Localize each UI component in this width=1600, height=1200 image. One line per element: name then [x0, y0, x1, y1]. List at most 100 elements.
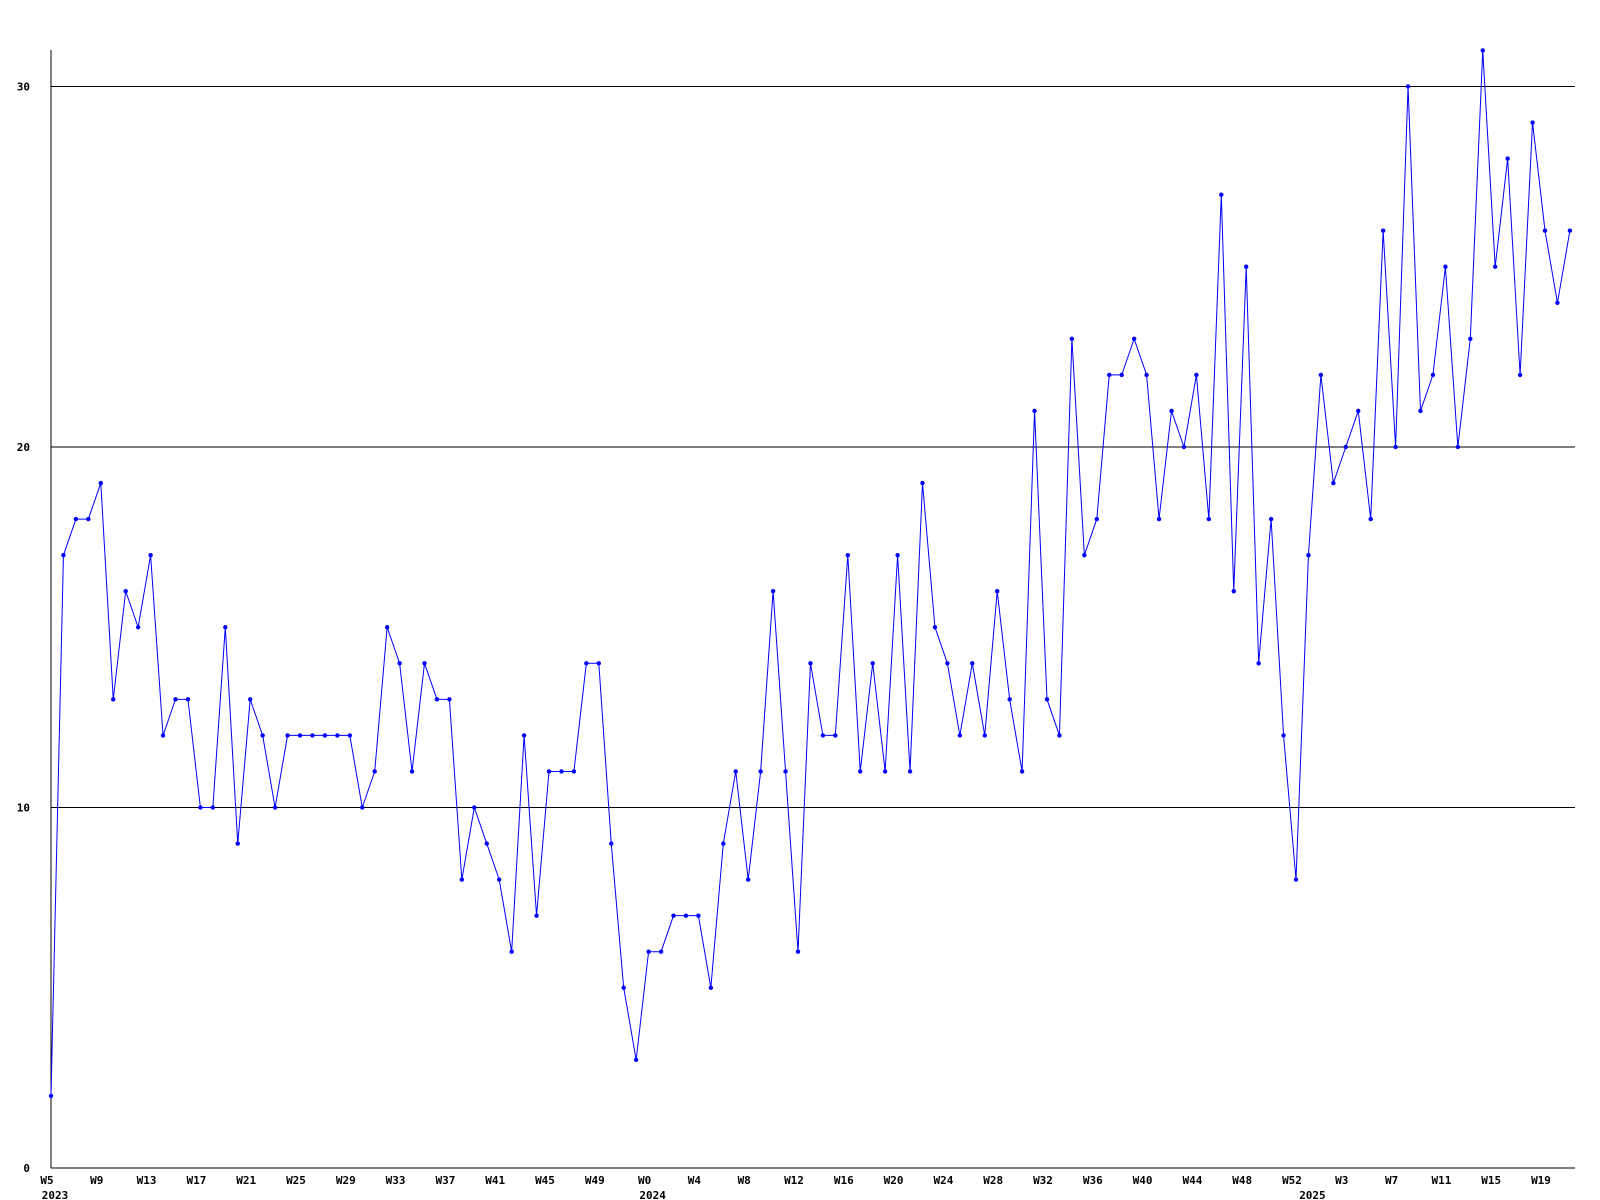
data-point	[422, 661, 427, 666]
x-tick-label: W33	[386, 1174, 406, 1187]
data-point	[434, 697, 440, 702]
data-point	[472, 805, 477, 810]
data-point	[1082, 552, 1087, 558]
y-tick-label: 20	[17, 441, 30, 454]
data-point	[1268, 516, 1274, 522]
data-point	[708, 985, 714, 990]
data-point	[534, 913, 539, 918]
data-point	[322, 733, 328, 738]
data-point	[372, 769, 377, 774]
data-point	[746, 877, 751, 882]
data-point	[870, 661, 875, 666]
data-point	[970, 661, 975, 666]
data-point	[447, 697, 452, 702]
data-point	[671, 913, 676, 918]
y-tick-labels: 0 10 20 30	[17, 81, 30, 1176]
data-point	[210, 805, 216, 810]
data-point	[235, 841, 240, 846]
data-point	[1244, 264, 1249, 269]
data-point	[1530, 120, 1535, 125]
data-point	[360, 805, 365, 810]
x-tick-label: W52	[1282, 1174, 1302, 1187]
data-point	[1119, 372, 1124, 378]
year-label: 2024	[639, 1189, 666, 1200]
x-tick-label: W29	[336, 1174, 356, 1187]
data-point	[1480, 48, 1485, 53]
data-point	[73, 516, 79, 522]
data-point	[982, 733, 987, 738]
data-point	[1057, 733, 1062, 738]
data-point	[1356, 408, 1361, 414]
data-point	[160, 733, 166, 738]
x-tick-label: W8	[738, 1174, 751, 1187]
x-tick-label: W13	[137, 1174, 157, 1187]
data-point	[335, 733, 340, 738]
data-point	[185, 697, 191, 702]
data-point	[808, 661, 813, 666]
data-point	[484, 841, 489, 846]
data-point	[932, 625, 938, 630]
x-tick-label: W19	[1531, 1174, 1551, 1187]
data-point	[1343, 444, 1349, 450]
x-tick-label: W4	[688, 1174, 702, 1187]
data-point	[297, 733, 303, 738]
data-point	[584, 661, 589, 666]
data-point	[1418, 408, 1423, 414]
data-point	[1468, 336, 1473, 342]
data-point	[285, 733, 290, 738]
y-tick-label: 10	[17, 802, 30, 815]
data-point	[770, 589, 776, 594]
data-point	[945, 661, 950, 666]
x-tick-label: W20	[884, 1174, 904, 1187]
data-point	[223, 625, 228, 630]
x-tick-label: W11	[1431, 1174, 1451, 1187]
data-point	[497, 877, 502, 882]
data-point	[1069, 336, 1075, 342]
data-point	[1256, 661, 1261, 666]
year-label: 2025	[1299, 1189, 1326, 1200]
data-point	[1405, 84, 1411, 89]
data-point	[907, 769, 913, 774]
data-point	[521, 733, 527, 738]
data-point	[248, 697, 253, 702]
data-point	[1219, 192, 1224, 197]
x-tick-label: W48	[1232, 1174, 1252, 1187]
x-tick-label: W36	[1083, 1174, 1103, 1187]
data-point	[509, 949, 514, 954]
x-tick-label: W0	[638, 1174, 651, 1187]
x-tick-label: W17	[186, 1174, 206, 1187]
data-point	[1231, 589, 1236, 594]
data-point	[758, 769, 763, 774]
x-tick-label: W5	[40, 1174, 53, 1187]
data-point	[895, 552, 900, 558]
axes	[50, 50, 1575, 1169]
data-point	[48, 1093, 54, 1099]
data-point	[384, 625, 390, 630]
data-point	[1430, 372, 1436, 378]
data-point	[1318, 372, 1324, 378]
data-point	[1032, 408, 1037, 414]
data-point	[882, 769, 888, 774]
x-tick-label: W25	[286, 1174, 306, 1187]
data-point	[995, 589, 1000, 594]
x-tick-labels: W5 W9 W13 W17 W21 W25 W29 W33 W37 W41 W45 W49 W0 W4 W8…	[40, 1174, 1551, 1200]
x-tick-label: W3	[1335, 1174, 1348, 1187]
x-tick-label: W37	[435, 1174, 455, 1187]
data-point	[1181, 444, 1187, 450]
data-point	[820, 733, 826, 738]
x-tick-label: W12	[784, 1174, 804, 1187]
data-point	[1144, 372, 1149, 378]
data-point	[1555, 300, 1560, 305]
x-tick-label: W15	[1481, 1174, 1501, 1187]
data-point	[86, 516, 91, 522]
series-line	[50, 50, 1571, 1096]
data-point	[1306, 552, 1311, 558]
data-point	[1293, 877, 1299, 882]
data-point	[957, 733, 963, 738]
data-point	[1443, 264, 1448, 269]
data-point	[571, 769, 577, 774]
x-tick-label: W41	[485, 1174, 505, 1187]
data-point	[1194, 372, 1199, 378]
data-point	[1455, 444, 1461, 450]
x-tick-label: W24	[933, 1174, 953, 1187]
